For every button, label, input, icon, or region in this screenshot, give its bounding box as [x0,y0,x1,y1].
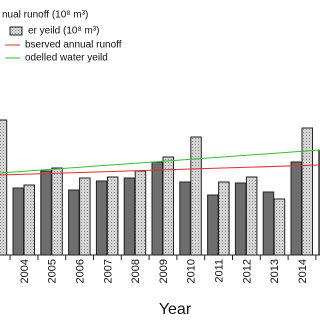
bar [0,119,8,256]
bar [190,136,202,256]
legend-label: odelled water yeild [25,53,108,64]
bar [162,156,174,256]
bar [301,127,313,256]
legend-label: er yeild (10⁸ m³) [28,26,99,37]
x-tick-label: 2007 [102,259,114,283]
x-tick-label: 2014 [297,259,309,283]
bar [51,167,63,256]
bar [262,191,275,256]
bar [218,181,230,256]
bar [123,177,136,256]
bar [40,170,52,256]
bar [134,170,147,256]
bar [273,198,286,256]
x-tick-label: 2005 [47,259,59,283]
legend-label: nual runoff (10⁸ m³) [2,10,88,21]
bar [207,194,219,256]
x-tick-label: 2011 [214,259,226,283]
bar [234,182,247,256]
bar [68,189,80,256]
bar [12,187,24,256]
trend-line [0,149,320,174]
bar [318,149,320,256]
x-tick-label: 2008 [130,259,142,283]
bar [290,161,302,256]
trend-line [0,164,320,176]
bar [245,176,258,256]
legend-label: bserved annual runoff [25,40,122,51]
x-tick-label: 2010 [186,259,198,283]
x-tick-label: 2009 [158,259,170,283]
x-tick-label: 2006 [75,259,87,283]
bar [95,180,108,256]
x-tick-label: 2012 [241,259,253,283]
bar [179,181,191,256]
bar [23,184,35,256]
bar [79,177,91,256]
bar [151,161,163,256]
x-tick-label: 2013 [269,259,281,283]
x-axis-title: Year [159,301,192,318]
x-tick-label: 2004 [19,259,31,283]
bar [106,176,119,256]
legend-swatch [9,26,23,36]
